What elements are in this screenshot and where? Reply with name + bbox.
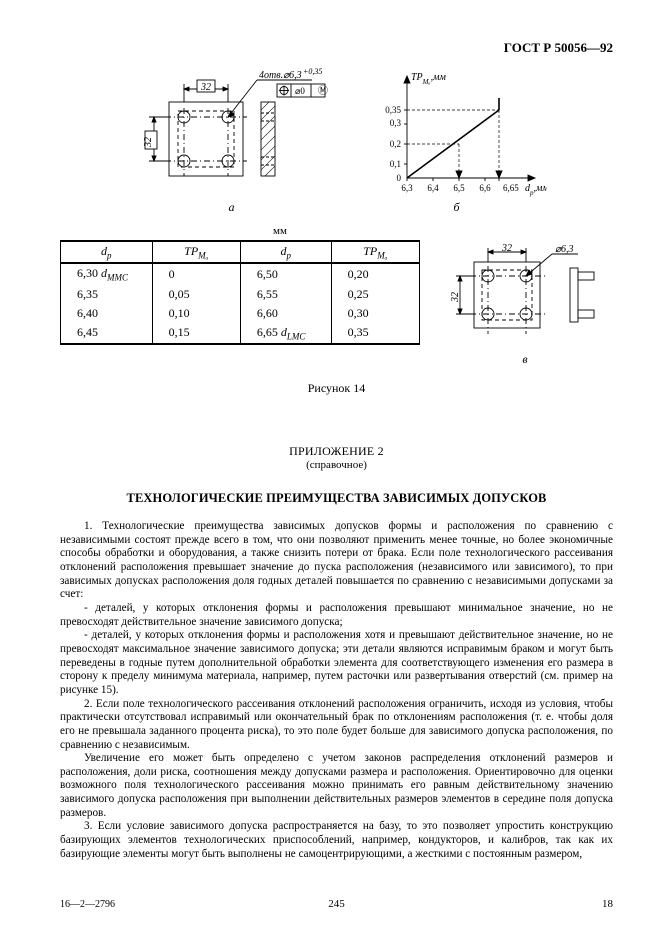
table-cell: 6,40 <box>61 304 153 323</box>
table-cell: 6,60 <box>240 304 331 323</box>
svg-text:0,3: 0,3 <box>389 118 401 128</box>
callout-sup: +0,35 <box>303 68 322 76</box>
table-cell: 0,20 <box>331 263 419 284</box>
body-p1: 1. Технологические преимущества зависимы… <box>60 520 613 602</box>
dim-32-top: 32 <box>200 82 211 93</box>
body-p5: Увеличение его может быть определено с у… <box>60 752 613 820</box>
table-cell: 0 <box>152 263 240 284</box>
th-dp-2: dp <box>240 241 331 263</box>
xaxis-label: dp,мм <box>525 183 547 197</box>
body-p3: - деталей, у которых отклонения формы и … <box>60 629 613 697</box>
svg-text:6,65: 6,65 <box>503 183 519 193</box>
table-cell: 6,55 <box>240 285 331 304</box>
table-cell: 6,45 <box>61 323 153 344</box>
svg-text:32: 32 <box>450 292 461 303</box>
gdt-tol: ⌀0 <box>295 86 305 96</box>
svg-text:32: 32 <box>501 243 512 254</box>
table-cell: 6,30 dMMC <box>61 263 153 284</box>
svg-text:6,6: 6,6 <box>479 183 491 193</box>
callout-holes: 4отв.⌀6,3 <box>259 70 302 81</box>
svg-text:0: 0 <box>396 173 401 183</box>
table-cell: 0,15 <box>152 323 240 344</box>
doc-header: ГОСТ Р 50056—92 <box>60 40 613 56</box>
svg-text:6,4: 6,4 <box>427 183 439 193</box>
figures-top-row: 32 32 4отв.⌀6,3 +0,35 ⌀0 Ⓜ а <box>60 68 613 215</box>
table-cell: 0,05 <box>152 285 240 304</box>
table-cell: 0,25 <box>331 285 419 304</box>
data-table: dp TPMₐ dp TPMₐ 6,30 dMMC 0 6,50 0,20 6,… <box>60 240 420 345</box>
footer-right: 18 <box>602 898 613 910</box>
body-p6: 3. Если условие зависимого допуска распр… <box>60 820 613 861</box>
svg-text:6,5: 6,5 <box>453 183 465 193</box>
figure-caption: Рисунок 14 <box>60 381 613 396</box>
yaxis-label: TPMₐ,мм <box>411 72 446 86</box>
appendix-line1: ПРИЛОЖЕНИЕ 2 <box>60 444 613 459</box>
dim-32-left: 32 <box>143 137 154 148</box>
th-tp-2: TPMₐ <box>331 241 419 263</box>
table-cell: 0,30 <box>331 304 419 323</box>
middle-row: dp TPMₐ dp TPMₐ 6,30 dMMC 0 6,50 0,20 6,… <box>60 240 613 367</box>
table-cell: 0,10 <box>152 304 240 323</box>
th-dp-1: dp <box>61 241 153 263</box>
th-tp-1: TPMₐ <box>152 241 240 263</box>
figure-a: 32 32 4отв.⌀6,3 +0,35 ⌀0 Ⓜ а <box>127 68 337 215</box>
gdt-mod: Ⓜ <box>318 85 328 97</box>
figure-b-label: б <box>367 200 547 215</box>
body-p4: 2. Если поле технологического рассеивани… <box>60 698 613 753</box>
svg-text:6,3: 6,3 <box>401 183 413 193</box>
svg-text:0,35: 0,35 <box>385 105 401 115</box>
section-title: ТЕХНОЛОГИЧЕСКИЕ ПРЕИМУЩЕСТВА ЗАВИСИМЫХ Д… <box>60 491 613 506</box>
mm-caption: мм <box>230 225 330 237</box>
figure-v-label: в <box>440 352 610 367</box>
table-cell: 6,50 <box>240 263 331 284</box>
body-p2: - деталей, у которых отклонения формы и … <box>60 602 613 629</box>
table-cell: 6,35 <box>61 285 153 304</box>
table-cell: 6,65 dLMC <box>240 323 331 344</box>
dia-label: ⌀6,3 <box>555 244 574 255</box>
appendix-block: ПРИЛОЖЕНИЕ 2 (справочное) <box>60 444 613 471</box>
svg-text:0,2: 0,2 <box>389 139 400 149</box>
table-cell: 0,35 <box>331 323 419 344</box>
svg-text:0,1: 0,1 <box>389 159 400 169</box>
figure-v: 32 32 ⌀6,3 в <box>440 240 610 367</box>
footer-center: 245 <box>60 898 613 910</box>
appendix-line2: (справочное) <box>60 459 613 471</box>
figure-a-label: а <box>127 200 337 215</box>
figure-b: TPMₐ,мм 0,35 0,3 0,2 0,1 0 6,3 6,4 6,5 6… <box>367 68 547 215</box>
